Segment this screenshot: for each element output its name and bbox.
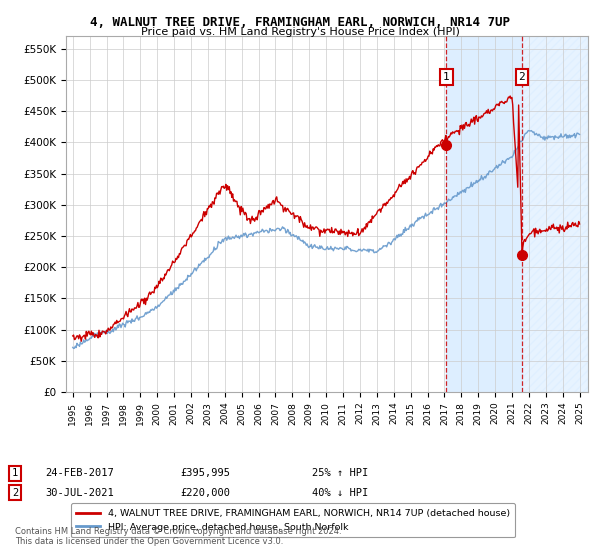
Text: 2: 2 bbox=[518, 72, 525, 82]
Text: 2: 2 bbox=[12, 488, 18, 498]
Text: Contains HM Land Registry data © Crown copyright and database right 2024.
This d: Contains HM Land Registry data © Crown c… bbox=[15, 526, 341, 546]
Bar bbox=[522, 36, 588, 392]
Text: 24-FEB-2017: 24-FEB-2017 bbox=[45, 468, 114, 478]
Text: 1: 1 bbox=[12, 468, 18, 478]
Text: 1: 1 bbox=[443, 72, 450, 82]
Text: 4, WALNUT TREE DRIVE, FRAMINGHAM EARL, NORWICH, NR14 7UP: 4, WALNUT TREE DRIVE, FRAMINGHAM EARL, N… bbox=[90, 16, 510, 29]
Text: 40% ↓ HPI: 40% ↓ HPI bbox=[312, 488, 368, 498]
Text: £220,000: £220,000 bbox=[180, 488, 230, 498]
Text: 30-JUL-2021: 30-JUL-2021 bbox=[45, 488, 114, 498]
Text: Price paid vs. HM Land Registry's House Price Index (HPI): Price paid vs. HM Land Registry's House … bbox=[140, 27, 460, 37]
Text: £395,995: £395,995 bbox=[180, 468, 230, 478]
Legend: 4, WALNUT TREE DRIVE, FRAMINGHAM EARL, NORWICH, NR14 7UP (detached house), HPI: : 4, WALNUT TREE DRIVE, FRAMINGHAM EARL, N… bbox=[71, 503, 515, 538]
Bar bbox=[446, 36, 522, 392]
Text: 25% ↑ HPI: 25% ↑ HPI bbox=[312, 468, 368, 478]
